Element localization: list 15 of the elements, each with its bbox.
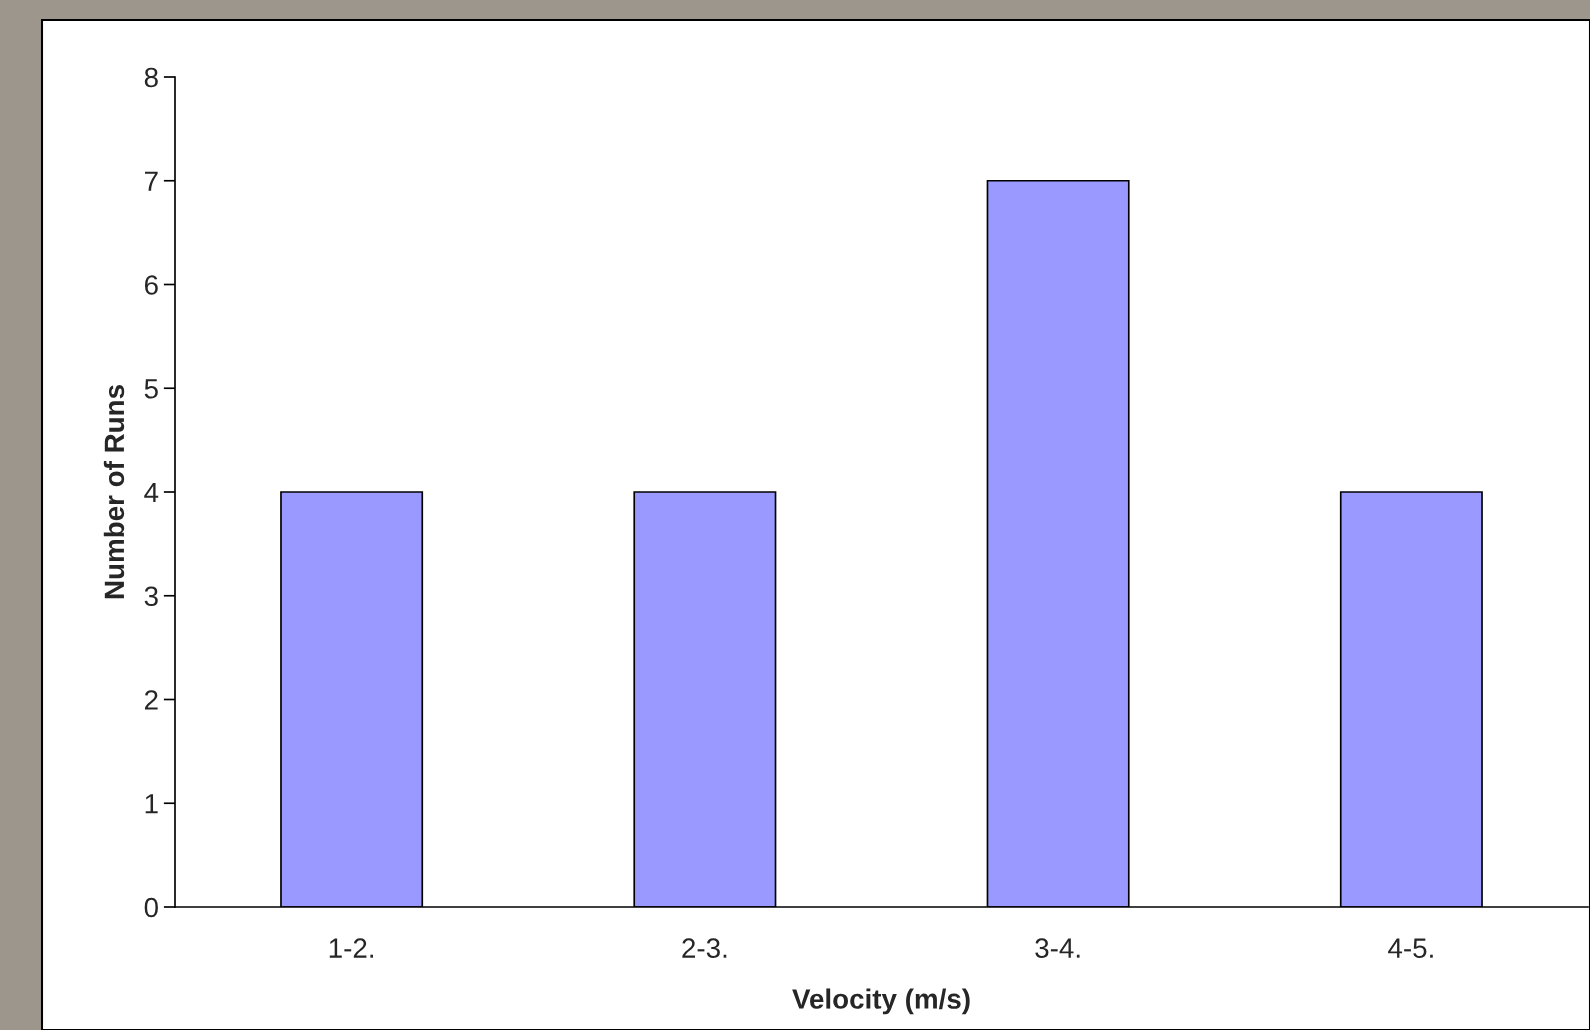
y-tick-label: 7	[145, 171, 158, 191]
y-tick-label: 8	[144, 67, 158, 88]
y-tick-label: 5	[144, 379, 158, 399]
x-tick-label: 3-4.	[1035, 938, 1080, 958]
y-tick-label: 1	[145, 794, 158, 814]
y-tick-label: 4	[144, 482, 159, 503]
x-axis-title: Velocity (m/s)	[792, 988, 970, 1015]
y-tick-label: 6	[144, 275, 158, 295]
y-axis-title: Number of Runs	[103, 385, 125, 599]
y-tick-label: 3	[144, 586, 158, 607]
x-tick-label: 4-5.	[1388, 938, 1433, 958]
x-tick-label: 2-3.	[682, 938, 727, 958]
x-tick-label: 1-2.	[329, 938, 374, 958]
y-tick-label: 0	[144, 897, 158, 918]
y-tick-label: 2	[144, 690, 158, 710]
